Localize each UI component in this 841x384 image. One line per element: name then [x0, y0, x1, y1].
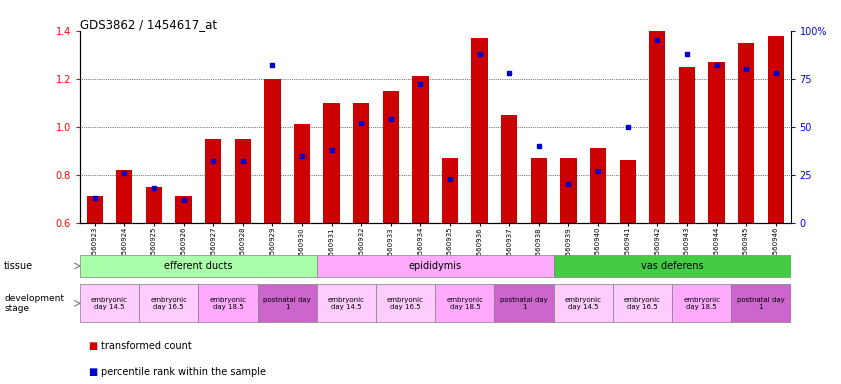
Bar [412, 76, 429, 223]
Bar [294, 124, 310, 223]
Text: vas deferens: vas deferens [641, 261, 703, 271]
Bar [317, 255, 553, 277]
Bar [672, 284, 732, 323]
Bar [383, 91, 399, 223]
Bar [116, 170, 132, 223]
Text: embryonic
day 14.5: embryonic day 14.5 [328, 297, 365, 310]
Bar [495, 284, 553, 323]
Bar [613, 284, 672, 323]
Bar [80, 255, 317, 277]
Text: epididymis: epididymis [409, 261, 462, 271]
Text: tissue: tissue [4, 261, 34, 271]
Bar [176, 196, 192, 223]
Text: embryonic
day 18.5: embryonic day 18.5 [209, 297, 246, 310]
Bar [87, 196, 103, 223]
Bar [257, 284, 317, 323]
Bar [317, 284, 376, 323]
Bar [442, 158, 458, 223]
Bar [376, 284, 436, 323]
Text: embryonic
day 14.5: embryonic day 14.5 [565, 297, 602, 310]
Bar [679, 67, 695, 223]
Bar [205, 139, 221, 223]
Text: embryonic
day 16.5: embryonic day 16.5 [151, 297, 188, 310]
Text: percentile rank within the sample: percentile rank within the sample [101, 367, 266, 377]
Text: embryonic
day 14.5: embryonic day 14.5 [91, 297, 128, 310]
Bar [738, 43, 754, 223]
Text: postnatal day
1: postnatal day 1 [737, 297, 785, 310]
Text: GDS3862 / 1454617_at: GDS3862 / 1454617_at [80, 18, 217, 31]
Text: ■: ■ [88, 367, 98, 377]
Bar [353, 103, 369, 223]
Bar [80, 284, 139, 323]
Bar [198, 284, 257, 323]
Bar [708, 62, 725, 223]
Bar [145, 187, 162, 223]
Bar [531, 158, 547, 223]
Bar [560, 158, 577, 223]
Text: efferent ducts: efferent ducts [164, 261, 233, 271]
Bar [139, 284, 198, 323]
Bar [324, 103, 340, 223]
Text: embryonic
day 18.5: embryonic day 18.5 [683, 297, 720, 310]
Text: postnatal day
1: postnatal day 1 [500, 297, 548, 310]
Text: embryonic
day 16.5: embryonic day 16.5 [387, 297, 424, 310]
Bar [768, 36, 784, 223]
Bar [553, 255, 791, 277]
Bar [264, 79, 281, 223]
Text: transformed count: transformed count [101, 341, 192, 351]
Text: embryonic
day 18.5: embryonic day 18.5 [447, 297, 484, 310]
Bar [436, 284, 495, 323]
Text: postnatal day
1: postnatal day 1 [263, 297, 311, 310]
Bar [620, 161, 636, 223]
Bar [235, 139, 251, 223]
Bar [472, 38, 488, 223]
Bar [553, 284, 613, 323]
Bar [732, 284, 791, 323]
Bar [649, 31, 665, 223]
Bar [590, 148, 606, 223]
Text: ■: ■ [88, 341, 98, 351]
Bar [501, 115, 517, 223]
Text: embryonic
day 16.5: embryonic day 16.5 [624, 297, 661, 310]
Text: development
stage: development stage [4, 294, 64, 313]
